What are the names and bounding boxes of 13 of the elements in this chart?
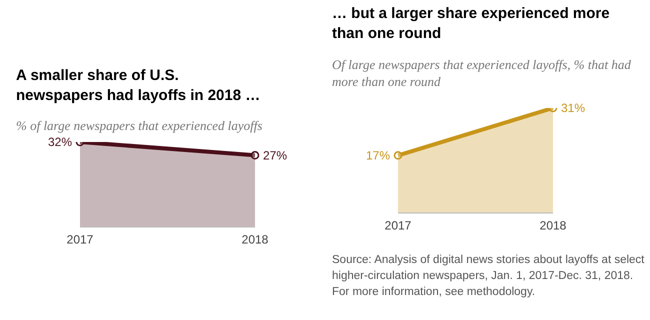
x-tick-label: 2018	[540, 218, 567, 233]
x-tick-label: 2017	[66, 232, 94, 247]
chart-title: A smaller share of U.S. newspapers had layoffs in 2018 …	[16, 66, 262, 106]
chart-subtitle: % of large newspapers that experienced layoffs	[16, 117, 264, 134]
data-label: 17%	[366, 148, 390, 162]
source-note: Source: Analysis of digital news stories about layoffs at select higher-circulation newspapers, Jan. 1, 2017-Dec. 31, 2018. For more information, see methodology.	[332, 253, 646, 300]
chart-title: … but a larger share experienced more than one round	[332, 4, 611, 44]
x-tick-label: 2017	[384, 218, 412, 233]
data-label: 32%	[48, 135, 72, 149]
data-label: 27%	[263, 148, 288, 162]
data-label: 31%	[561, 101, 586, 115]
x-tick-label: 2018	[242, 232, 269, 247]
chart-subtitle: Of large newspapers that experienced layoffs, % that had more than one round	[332, 56, 632, 90]
